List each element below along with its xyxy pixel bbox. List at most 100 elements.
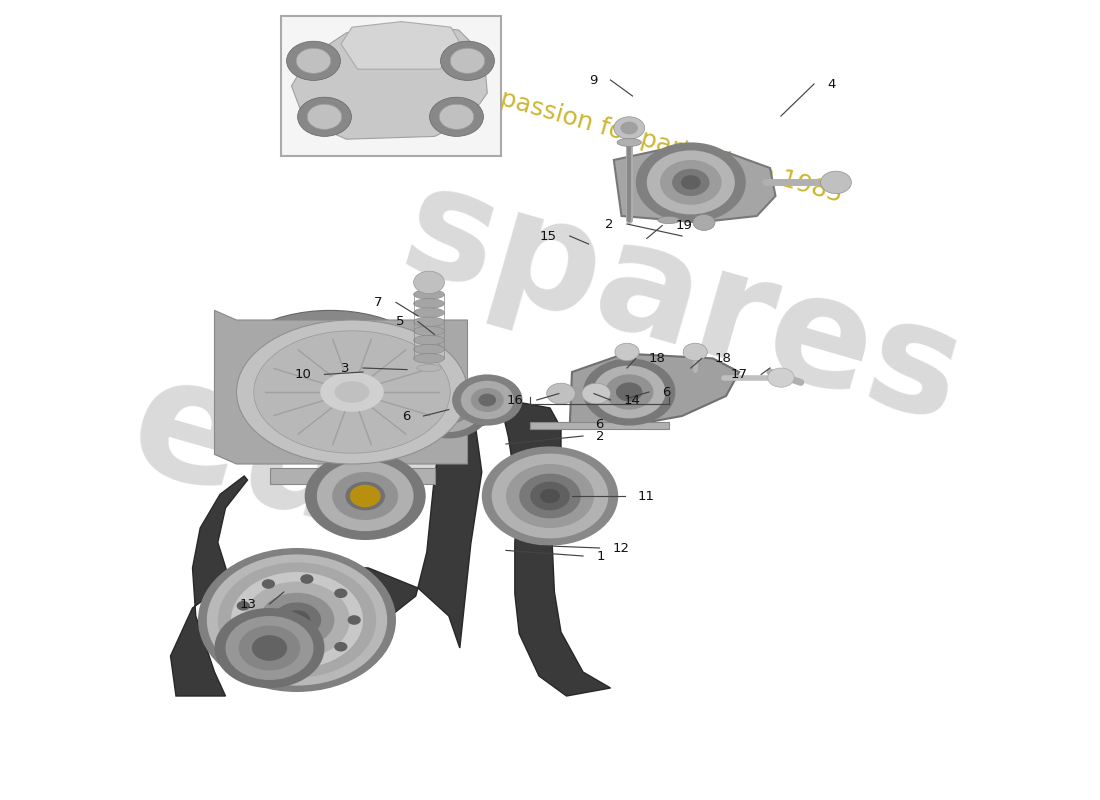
Circle shape [615,343,639,361]
Ellipse shape [414,308,444,318]
Text: 3: 3 [341,362,350,374]
Circle shape [620,122,638,134]
Circle shape [547,383,575,404]
Circle shape [218,562,376,678]
Text: eur: eur [112,342,460,586]
Circle shape [614,117,645,139]
Circle shape [450,48,485,74]
Text: 4: 4 [827,78,836,90]
Circle shape [530,482,570,510]
Text: a passion for parts since 1985: a passion for parts since 1985 [475,80,845,208]
Circle shape [681,175,701,190]
Circle shape [693,214,715,230]
Text: 5: 5 [396,315,405,328]
Circle shape [647,150,735,214]
Circle shape [683,343,707,361]
Circle shape [300,656,313,666]
Text: 11: 11 [638,490,654,502]
Polygon shape [214,310,468,464]
Circle shape [244,582,350,658]
Text: 2: 2 [605,218,614,230]
Circle shape [262,579,275,589]
Circle shape [262,651,275,661]
Text: 18: 18 [715,352,732,365]
Ellipse shape [254,331,450,453]
Circle shape [506,464,594,528]
Text: 18: 18 [649,352,666,365]
Circle shape [605,374,653,410]
Text: 10: 10 [295,368,311,381]
Circle shape [231,572,363,668]
Ellipse shape [417,364,441,371]
Circle shape [350,485,381,507]
Circle shape [334,589,348,598]
Circle shape [355,489,375,503]
Circle shape [305,452,426,540]
Text: 13: 13 [240,598,256,610]
Circle shape [540,489,560,503]
Ellipse shape [414,335,444,345]
Circle shape [334,642,348,651]
Polygon shape [292,24,487,139]
Ellipse shape [414,298,444,308]
Ellipse shape [658,216,680,223]
Circle shape [207,554,387,686]
Circle shape [307,104,342,130]
Text: 7: 7 [374,296,383,309]
Text: 2: 2 [596,430,605,442]
Circle shape [492,454,608,538]
Ellipse shape [320,372,384,412]
Text: 6: 6 [595,418,604,431]
Circle shape [416,384,482,432]
Text: 19: 19 [675,219,692,232]
Circle shape [768,368,794,387]
Text: 12: 12 [613,542,629,554]
Text: 6: 6 [402,410,410,422]
Circle shape [287,41,341,81]
Text: 1: 1 [596,550,605,562]
Circle shape [582,383,610,404]
Circle shape [345,482,385,510]
Circle shape [284,610,310,630]
Text: spares: spares [386,154,978,454]
Circle shape [226,616,314,680]
Polygon shape [570,354,739,428]
Polygon shape [170,400,610,696]
Circle shape [519,474,581,518]
Circle shape [414,271,444,294]
Ellipse shape [414,290,444,299]
Circle shape [471,388,504,412]
Polygon shape [341,22,462,70]
Circle shape [236,601,250,610]
Ellipse shape [617,138,641,146]
Circle shape [636,142,746,222]
Circle shape [214,608,324,688]
Circle shape [430,97,484,136]
Text: 17: 17 [732,368,748,381]
Ellipse shape [236,320,468,464]
Circle shape [296,48,331,74]
Ellipse shape [334,381,370,403]
Ellipse shape [214,310,446,454]
Circle shape [593,366,666,418]
Ellipse shape [414,317,444,326]
Polygon shape [530,422,669,429]
Circle shape [273,602,321,638]
Text: 6: 6 [662,386,671,398]
Circle shape [407,378,491,438]
Circle shape [583,358,675,426]
Circle shape [297,97,352,136]
Circle shape [461,381,514,419]
Circle shape [437,399,461,417]
Circle shape [439,104,474,130]
Circle shape [482,446,618,546]
Circle shape [348,615,361,625]
Text: 16: 16 [507,394,524,406]
Circle shape [239,626,300,670]
Circle shape [317,461,414,531]
Circle shape [660,160,722,205]
Polygon shape [614,150,776,222]
Ellipse shape [414,354,444,363]
Circle shape [452,374,522,426]
Bar [280,16,500,156]
